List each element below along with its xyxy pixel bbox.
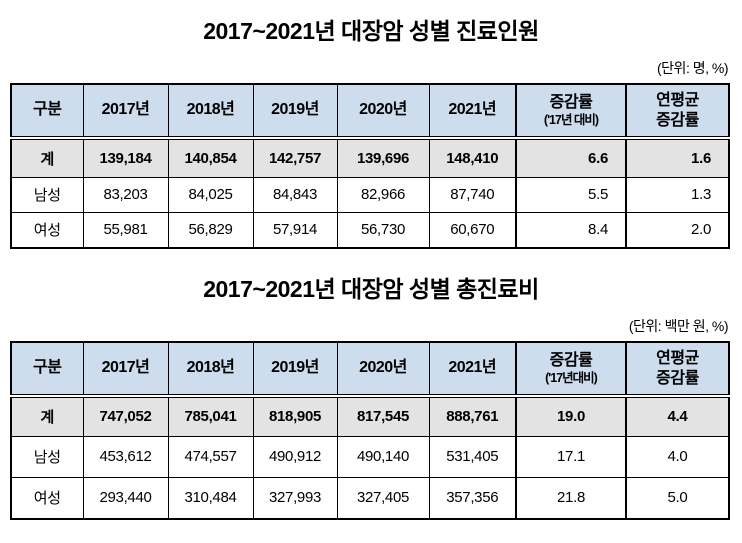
costs-table-title: 2017~2021년 대장암 성별 총진료비 (203, 276, 539, 302)
change-rate-cell: 21.8 (515, 476, 627, 520)
annual-avg-cell: 1.6 (625, 137, 730, 178)
row-label: 여성 (10, 211, 84, 249)
value-cell: 56,829 (167, 211, 254, 249)
table-row-male: 남성 83,203 84,025 84,843 82,966 87,740 5.… (10, 176, 730, 213)
value-cell: 60,670 (428, 211, 517, 249)
annual-avg-cell: 5.0 (625, 476, 730, 520)
value-cell: 818,905 (252, 395, 338, 437)
header-change-rate-line1: 증감률 (549, 351, 593, 369)
value-cell: 531,405 (428, 435, 517, 478)
header-change-rate: 증감률 ('17년대비) (515, 341, 627, 398)
value-cell: 817,545 (336, 395, 430, 437)
header-category: 구분 (10, 83, 84, 140)
annual-avg-cell: 1.3 (625, 176, 730, 213)
table-row-female: 여성 293,440 310,484 327,993 327,405 357,3… (10, 476, 730, 520)
patients-table: 구분 2017년 2018년 2019년 2020년 2021년 증감률 ('1… (10, 83, 730, 249)
table-row-total: 계 747,052 785,041 818,905 817,545 888,76… (10, 395, 730, 437)
value-cell: 888,761 (428, 395, 517, 437)
value-cell: 142,757 (252, 137, 338, 178)
costs-unit-label: (단위: 백만 원, %) (628, 318, 729, 334)
change-rate-cell: 17.1 (515, 435, 627, 478)
patients-unit-label: (단위: 명, %) (657, 60, 728, 76)
value-cell: 84,843 (252, 176, 338, 213)
value-cell: 490,912 (252, 435, 338, 478)
table-row-female: 여성 55,981 56,829 57,914 56,730 60,670 8.… (10, 211, 730, 249)
value-cell: 474,557 (167, 435, 254, 478)
value-cell: 140,854 (167, 137, 254, 178)
annual-avg-cell: 4.0 (625, 435, 730, 478)
value-cell: 310,484 (167, 476, 254, 520)
change-rate-cell: 5.5 (515, 176, 627, 213)
header-year-2018: 2018년 (167, 83, 254, 140)
value-cell: 83,203 (82, 176, 169, 213)
header-annual-avg: 연평균 증감률 (625, 83, 730, 140)
header-annual-avg-line2: 증감률 (656, 112, 699, 130)
costs-table: 구분 2017년 2018년 2019년 2020년 2021년 증감률 ('1… (10, 341, 730, 520)
header-change-rate-line1: 증감률 (549, 93, 593, 111)
row-label: 계 (10, 395, 84, 437)
value-cell: 82,966 (336, 176, 430, 213)
header-change-rate-line2: ('17년 대비) (543, 113, 599, 128)
value-cell: 55,981 (82, 211, 169, 249)
patients-header-row: 구분 2017년 2018년 2019년 2020년 2021년 증감률 ('1… (10, 83, 730, 140)
header-annual-avg: 연평균 증감률 (625, 341, 730, 398)
table-row-total: 계 139,184 140,854 142,757 139,696 148,41… (10, 137, 730, 178)
header-year-2019: 2019년 (252, 83, 338, 140)
header-annual-avg-line2: 증감률 (656, 370, 699, 388)
value-cell: 327,993 (252, 476, 338, 520)
header-annual-avg-line1: 연평균 (656, 349, 699, 367)
table-row-male: 남성 453,612 474,557 490,912 490,140 531,4… (10, 435, 730, 478)
value-cell: 453,612 (82, 435, 169, 478)
value-cell: 747,052 (82, 395, 169, 437)
header-year-2020: 2020년 (336, 83, 430, 140)
annual-avg-cell: 4.4 (625, 395, 730, 437)
change-rate-cell: 6.6 (515, 137, 627, 178)
header-category: 구분 (10, 341, 84, 398)
header-year-2021: 2021년 (428, 83, 517, 140)
row-label: 여성 (10, 476, 84, 520)
header-year-2017: 2017년 (82, 341, 169, 398)
value-cell: 84,025 (167, 176, 254, 213)
row-label: 계 (10, 137, 84, 178)
value-cell: 139,696 (336, 137, 430, 178)
row-label: 남성 (10, 435, 84, 478)
header-change-rate-line2: ('17년대비) (545, 371, 598, 386)
header-year-2018: 2018년 (167, 341, 254, 398)
value-cell: 785,041 (167, 395, 254, 437)
row-label: 남성 (10, 176, 84, 213)
value-cell: 490,140 (336, 435, 430, 478)
header-year-2021: 2021년 (428, 341, 517, 398)
value-cell: 139,184 (82, 137, 169, 178)
annual-avg-cell: 2.0 (625, 211, 730, 249)
header-year-2017: 2017년 (82, 83, 169, 140)
value-cell: 327,405 (336, 476, 430, 520)
patients-table-title: 2017~2021년 대장암 성별 진료인원 (203, 18, 539, 44)
header-year-2020: 2020년 (336, 341, 430, 398)
value-cell: 357,356 (428, 476, 517, 520)
value-cell: 293,440 (82, 476, 169, 520)
header-change-rate: 증감률 ('17년 대비) (515, 83, 627, 140)
costs-header-row: 구분 2017년 2018년 2019년 2020년 2021년 증감률 ('1… (10, 341, 730, 398)
value-cell: 87,740 (428, 176, 517, 213)
change-rate-cell: 19.0 (515, 395, 627, 437)
change-rate-cell: 8.4 (515, 211, 627, 249)
value-cell: 56,730 (336, 211, 430, 249)
header-annual-avg-line1: 연평균 (656, 91, 699, 109)
header-year-2019: 2019년 (252, 341, 338, 398)
value-cell: 57,914 (252, 211, 338, 249)
value-cell: 148,410 (428, 137, 517, 178)
